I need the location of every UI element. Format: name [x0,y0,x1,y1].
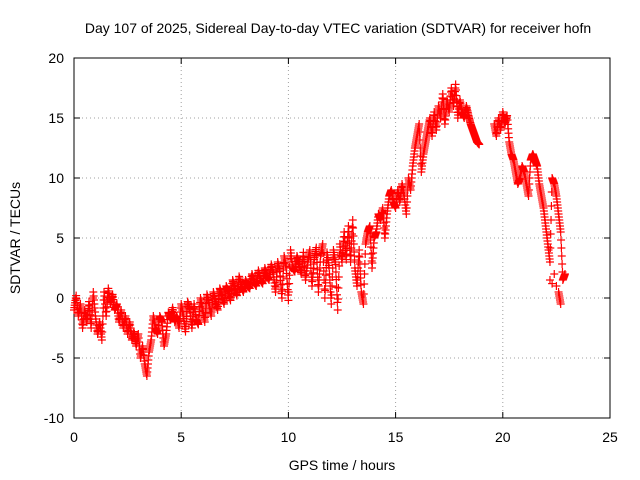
data-point-dense [284,288,293,296]
data-point-dense [320,285,329,293]
data-point-dense [359,290,368,298]
data-point-dense [415,128,424,136]
y-tick-label: -5 [52,350,65,366]
x-tick-label: 15 [388,429,404,445]
data-point [556,300,565,308]
x-tick-label: 20 [495,429,511,445]
data-point-dense [333,298,342,307]
data-point-dense [360,260,369,268]
chart-title: Day 107 of 2025, Sidereal Day-to-day VTE… [85,20,591,36]
data-point-dense [98,320,107,328]
y-axis-ticks: -10 -5 0 5 10 15 20 [44,50,610,426]
data-point-dense [285,271,294,280]
data-point-dense [312,251,321,259]
data-point-dense [360,280,369,288]
data-point-dense [356,274,365,282]
data-point [284,296,293,305]
y-tick-label: 15 [48,110,64,126]
data-point-dense [557,236,566,244]
data-point [545,258,554,266]
data-points [70,80,569,380]
x-axis-ticks: 0 5 10 15 20 25 [70,58,618,445]
data-point-dense [321,271,330,280]
data-point-dense [348,230,357,238]
data-point [560,270,569,278]
data-point-dense [557,252,566,260]
data-point-dense [98,328,107,336]
data-point-dense [356,267,365,275]
data-point-dense [348,223,357,231]
y-tick-label: 0 [56,290,64,306]
y-tick-label: 10 [48,170,64,186]
grid-lines [74,58,610,418]
y-axis-label: SDTVAR / TECUs [7,182,23,294]
y-tick-label: -10 [44,410,64,426]
data-point [348,216,357,224]
data-point-dense [546,230,555,238]
data-point-dense [279,273,288,281]
data-point [415,120,424,128]
data-point-dense [314,280,323,289]
y-tick-label: 20 [48,50,64,66]
data-point [552,282,561,290]
data-point-dense [349,224,358,232]
x-tick-label: 25 [602,429,618,445]
data-point [365,222,374,230]
data-point-dense [547,202,556,210]
data-point-dense [321,286,330,295]
data-point [545,276,554,284]
x-tick-label: 10 [281,429,297,445]
data-point-dense [332,283,341,292]
data-point-dense [547,216,556,224]
data-point [333,306,342,314]
data-point-dense [327,282,336,290]
data-point-dense [321,278,330,287]
data-point-dense [349,240,358,248]
data-point-dense [319,249,328,257]
data-point-dense [349,232,358,240]
data-point-dense [334,273,343,281]
data-point-dense [350,256,359,264]
data-point-dense [334,295,343,303]
data-point [277,294,286,302]
data-point-dense [355,253,364,261]
x-tick-label: 0 [70,429,78,445]
data-point [475,140,484,149]
data-point-dense [558,260,567,268]
data-point [327,300,336,308]
data-point-dense [416,160,425,168]
data-point-dense [360,270,369,278]
data-point [550,270,559,278]
data-point-dense [367,250,376,258]
x-tick-label: 5 [177,429,185,445]
data-point [355,246,364,254]
data-point [359,300,368,308]
data-point-dense [546,244,555,252]
data-point [346,258,355,266]
data-point-dense [331,268,340,276]
y-tick-label: 5 [56,230,64,246]
data-point-dense [285,279,294,288]
data-point-dense [350,248,359,256]
data-point [318,240,327,248]
data-point [331,260,340,269]
data-point-dense [557,244,566,252]
data-point [556,228,565,236]
data-point-dense [332,290,341,299]
data-point [97,336,106,344]
data-point-dense [334,284,343,292]
x-axis-label: GPS time / hours [289,457,396,473]
data-point-dense [278,287,287,295]
